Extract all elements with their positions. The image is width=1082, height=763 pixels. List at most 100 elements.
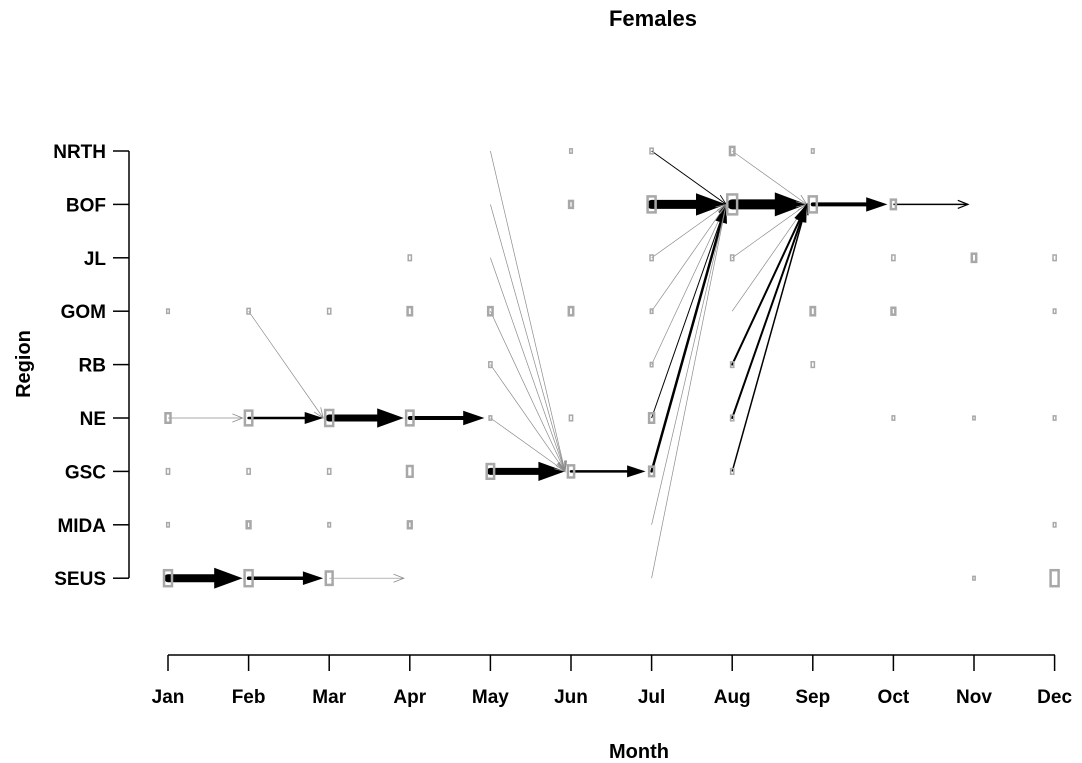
transition-arrow [569,465,646,478]
occurrence-box [567,305,575,317]
occurrence-box [1052,521,1057,528]
occurrence-box [162,568,174,588]
occurrence-box [889,198,898,211]
occurrence-box [729,467,735,475]
occurrence-box [649,147,654,155]
x-tick-label: Jun [554,687,588,708]
occurrence-box [488,415,493,421]
occurrence-box [405,464,414,479]
x-tick-label: Dec [1037,687,1072,708]
occurrence-box [972,415,976,421]
occurrence-box [729,361,735,369]
x-tick-label: Jul [638,687,665,708]
x-tick-label: Mar [312,687,346,708]
transition-arrow [651,150,728,206]
occurrence-box [324,570,334,587]
occurrence-box [809,305,817,317]
x-tick-label: Aug [714,687,751,708]
transition-arrow [651,203,728,259]
transition-arrow [727,192,807,217]
occurrence-box [972,575,976,581]
occurrence-box [729,254,735,262]
occurrence-box [726,193,739,216]
transition-arrow [490,150,568,473]
occurrence-boxes [162,145,1060,588]
transition-arrow [651,203,729,579]
occurrence-box [646,195,657,214]
occurrence-box [165,308,171,315]
transition-arrows [164,150,970,589]
occurrence-box [807,195,819,214]
occurrence-box [810,148,815,154]
occurrence-box [728,145,736,157]
transition-arrow [731,203,808,259]
occurrence-box [165,467,171,475]
occurrence-box [1052,254,1057,262]
transition-arrow [247,412,324,424]
x-tick-label: Sep [795,687,830,708]
x-tick-label: Nov [956,687,992,708]
transition-arrow [647,193,727,216]
occurrence-box [246,307,251,315]
y-axis-label: Region [13,330,35,398]
transition-arrow [731,204,807,419]
occurrence-box [647,465,656,478]
chart-title: Females [609,6,697,31]
transition-arrow [329,573,405,583]
x-tick-label: Feb [232,687,266,708]
transition-arrow [651,203,728,419]
occurrence-box [810,361,816,369]
x-tick-label: Apr [393,687,426,708]
transition-arrow [731,150,808,206]
y-tick-label: JL [84,249,107,270]
occurrence-box [1052,308,1057,315]
occurrence-box [970,252,978,264]
occurrence-box [729,414,735,422]
transition-arrow [407,410,485,426]
occurrence-box [326,307,332,315]
x-tick-label: Jan [152,687,185,708]
transition-arrow [490,417,566,473]
occurrence-box [406,520,413,530]
occurrence-box [326,467,332,475]
occurrence-box [568,414,574,422]
x-tick-label: May [472,687,509,708]
transition-arrow [325,408,404,428]
y-tick-label: GSC [65,462,106,483]
transition-arrow [168,413,244,423]
occurrence-box [406,305,414,317]
y-tick-label: MIDA [57,516,106,537]
occurrence-box [649,308,654,315]
occurrence-box [164,412,172,424]
y-tick-label: SEUS [54,569,106,590]
occurrence-box [568,148,574,154]
occurrence-box [566,464,576,479]
transition-arrow [490,364,566,473]
transition-arrow [490,257,566,473]
transition-arrow [490,204,567,473]
occurrence-box [649,254,654,262]
occurrence-box [323,408,335,428]
occurrence-box [488,361,493,369]
transition-arrow [246,571,324,585]
occurrence-box [165,521,171,528]
transition-arrow [650,204,728,473]
y-tick-label: NRTH [53,142,106,163]
occurrence-box [567,199,575,210]
x-tick-label: Oct [878,687,910,708]
occurrence-box [245,520,252,530]
y-tick-group: NRTH BOF JL GOM RB NE GSC MIDA SEUS [53,142,129,590]
occurrence-box [649,361,654,368]
transition-arrow [486,461,565,481]
y-tick-label: RB [79,356,106,377]
occurrence-box [243,409,254,427]
occurrence-box [243,568,254,588]
transition-arrow [731,203,808,312]
occurrence-box [246,467,251,475]
occurrence-box [891,415,896,421]
y-tick-label: BOF [66,195,106,216]
occurrence-box [891,254,896,262]
y-tick-label: GOM [61,302,106,323]
occurrence-box [485,462,496,480]
